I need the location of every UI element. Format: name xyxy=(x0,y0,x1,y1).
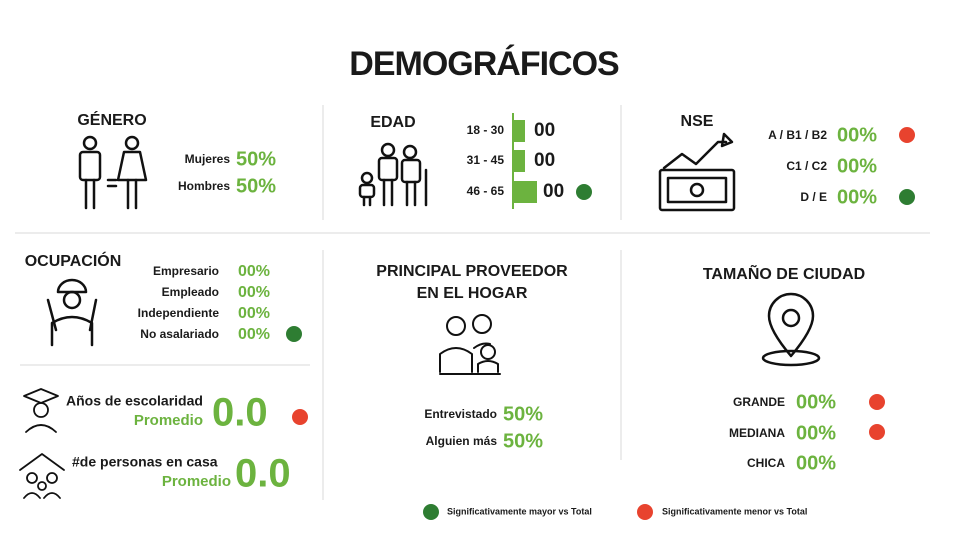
row-label: Alguien más xyxy=(426,434,498,448)
age-icon xyxy=(358,142,428,207)
stat-label: Años de escolaridad xyxy=(66,393,203,409)
row-value: 00% xyxy=(238,284,270,301)
row-value: 00% xyxy=(796,422,836,444)
stat-label: #de personas en casa xyxy=(72,454,218,470)
stat-value: 0.0 xyxy=(235,452,291,496)
stat-sub: Promedio xyxy=(162,473,231,490)
legend-dot xyxy=(423,504,439,520)
row-value: 50% xyxy=(236,175,276,197)
row-label: 46 - 65 xyxy=(467,184,505,198)
row-value: 00% xyxy=(796,452,836,474)
age-bar xyxy=(513,181,537,203)
row-label: GRANDE xyxy=(733,395,785,409)
row-value: 50% xyxy=(503,430,543,452)
row-label: Empleado xyxy=(162,285,219,299)
row-value: 00% xyxy=(837,155,877,177)
row-value: 00 xyxy=(534,120,555,141)
row-label: MEDIANA xyxy=(729,426,785,440)
worker-icon xyxy=(46,278,98,347)
row-label: Mujeres xyxy=(185,152,231,166)
sig-dot xyxy=(899,127,915,143)
section-title: NSE xyxy=(681,113,714,130)
row-value: 00 xyxy=(543,181,564,202)
section-title: EN EL HOGAR xyxy=(417,285,528,302)
stat-sub: Promedio xyxy=(134,412,203,429)
pin-icon xyxy=(761,292,821,367)
row-label: Entrevistado xyxy=(424,407,497,421)
sig-dot xyxy=(286,326,302,342)
row-label: D / E xyxy=(800,190,827,204)
section-title: TAMAÑO DE CIUDAD xyxy=(703,263,865,283)
row-value: 00% xyxy=(238,263,270,280)
legend-label: Significativamente menor vs Total xyxy=(662,506,807,516)
row-value: 00% xyxy=(238,305,270,322)
section-title: OCUPACIÓN xyxy=(25,251,122,270)
family-icon xyxy=(439,314,501,375)
section-title: EDAD xyxy=(370,114,415,131)
row-label: 31 - 45 xyxy=(467,153,505,167)
stat-value: 0.0 xyxy=(212,391,268,435)
grad-icon xyxy=(23,388,59,433)
section-title: PRINCIPAL PROVEEDOR xyxy=(376,263,568,280)
age-bar xyxy=(513,120,525,142)
dividers xyxy=(15,105,930,500)
sig-dot xyxy=(869,394,885,410)
row-label: Hombres xyxy=(178,179,230,193)
sig-dot xyxy=(899,189,915,205)
gender-icon xyxy=(78,135,148,210)
row-label: No asalariado xyxy=(140,327,219,341)
row-label: A / B1 / B2 xyxy=(768,128,827,142)
row-label: C1 / C2 xyxy=(786,159,827,173)
row-value: 50% xyxy=(236,148,276,170)
section-title: GÉNERO xyxy=(77,110,146,129)
page-title: DEMOGRÁFICOS xyxy=(349,45,619,83)
row-value: 00% xyxy=(837,124,877,146)
row-value: 00% xyxy=(837,186,877,208)
age-bar xyxy=(513,150,525,172)
sig-dot xyxy=(292,409,308,425)
legend-label: Significativamente mayor vs Total xyxy=(447,506,592,516)
row-label: Empresario xyxy=(153,264,219,278)
row-value: 00 xyxy=(534,150,555,171)
sig-dot xyxy=(576,184,592,200)
row-value: 00% xyxy=(796,391,836,413)
home-icon xyxy=(19,453,65,499)
row-value: 00% xyxy=(238,326,270,343)
sig-dot xyxy=(869,424,885,440)
money-icon xyxy=(658,132,736,212)
row-label: 18 - 30 xyxy=(467,123,505,137)
legend-dot xyxy=(637,504,653,520)
row-label: Independiente xyxy=(138,306,220,320)
row-label: CHICA xyxy=(747,456,785,470)
row-value: 50% xyxy=(503,403,543,425)
